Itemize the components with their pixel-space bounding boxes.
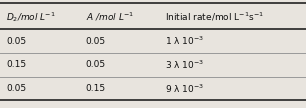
Text: 0.15: 0.15 <box>6 60 26 69</box>
Text: 1 λ 10$^{-3}$: 1 λ 10$^{-3}$ <box>165 35 204 47</box>
Text: $D_2$/mol L$^{-1}$: $D_2$/mol L$^{-1}$ <box>6 10 56 24</box>
Text: 0.05: 0.05 <box>86 37 106 46</box>
Text: 9 λ 10$^{-3}$: 9 λ 10$^{-3}$ <box>165 82 204 95</box>
Text: 0.05: 0.05 <box>6 84 26 93</box>
Text: $A$ /mol L$^{-1}$: $A$ /mol L$^{-1}$ <box>86 11 134 23</box>
Text: 3 λ 10$^{-3}$: 3 λ 10$^{-3}$ <box>165 59 204 71</box>
Text: 0.05: 0.05 <box>86 60 106 69</box>
Text: Initial rate/mol L$^{-1}$s$^{-1}$: Initial rate/mol L$^{-1}$s$^{-1}$ <box>165 11 264 23</box>
Text: 0.05: 0.05 <box>6 37 26 46</box>
Text: 0.15: 0.15 <box>86 84 106 93</box>
